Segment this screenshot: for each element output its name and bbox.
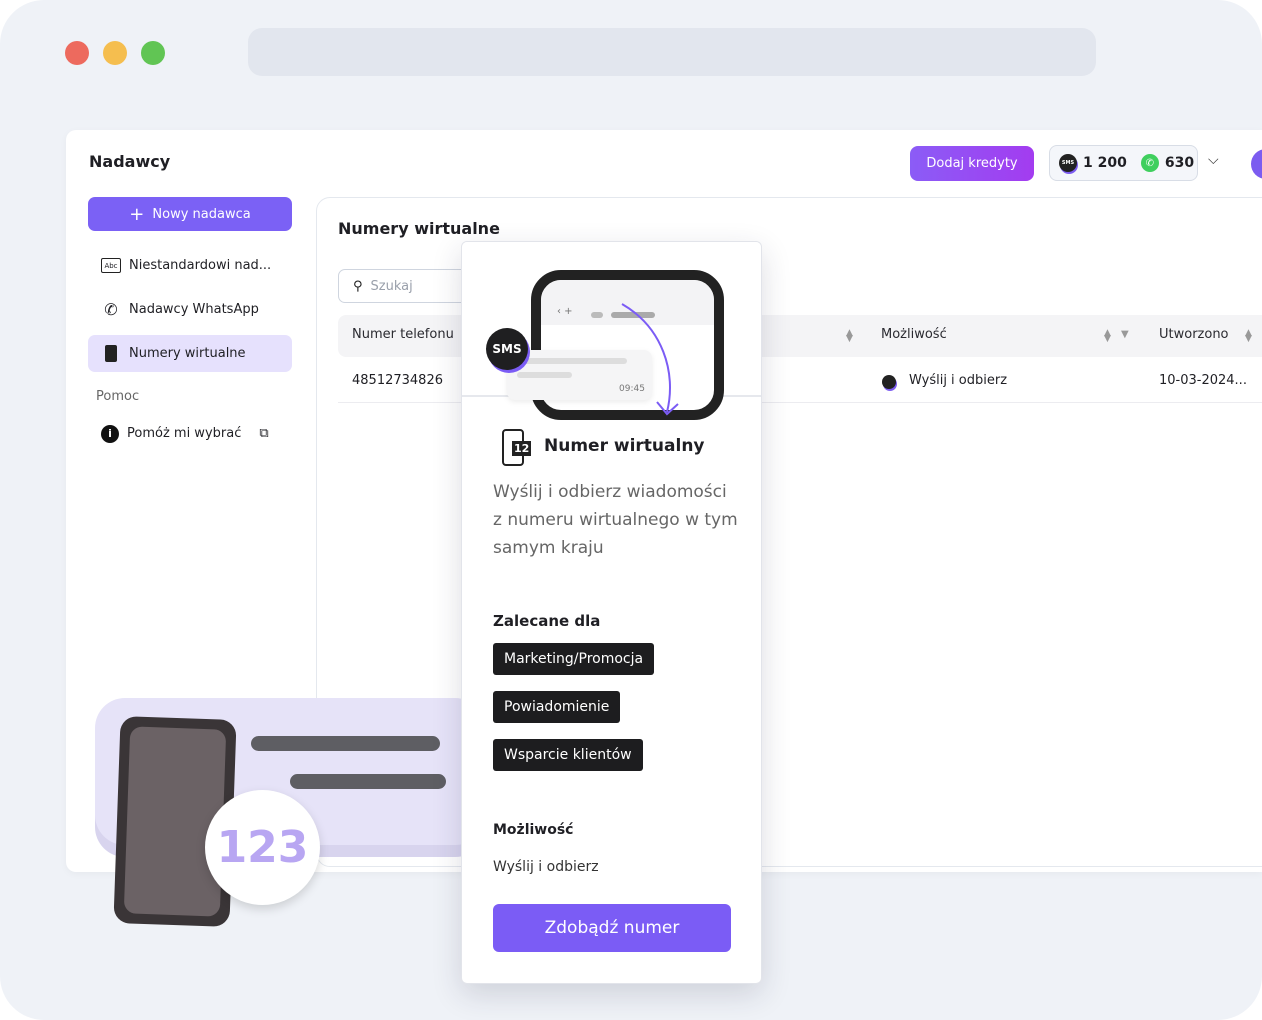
recommended-label: Zalecane dla [493, 612, 601, 630]
credits-balance[interactable]: SMS 1 200 ✆ 630 [1049, 145, 1198, 181]
sidebar-item-label: Niestandardowi nad... [129, 258, 272, 273]
help-item-label: Pomóż mi wybrać [127, 426, 242, 441]
close-window-dot[interactable] [65, 41, 89, 65]
phone-sms-illustration: ‹ + 09:45 SMS [462, 242, 761, 420]
cell-capability: Wyślij i odbierz [909, 373, 1008, 388]
cell-created: 10-03-2024... [1159, 373, 1247, 388]
avatar[interactable] [1251, 149, 1262, 179]
search-icon: ⚲ [353, 278, 363, 294]
arrow-icon [621, 303, 679, 416]
address-bar[interactable] [248, 28, 1096, 76]
search-input[interactable]: ⚲ Szukaj [338, 269, 478, 303]
search-placeholder: Szukaj [370, 278, 413, 294]
sms-credits: 1 200 [1083, 155, 1127, 171]
virtual-number-icon [101, 344, 121, 364]
sms-icon: SMS [1059, 154, 1077, 172]
capability-value: Wyślij i odbierz [493, 859, 599, 875]
capability-label: Możliwość [493, 822, 574, 838]
section-title: Numery wirtualne [338, 219, 500, 238]
column-created[interactable]: Utworzono [1159, 327, 1229, 342]
sidebar-item-virtual-numbers[interactable]: Numery wirtualne [88, 335, 292, 372]
message-time: 09:45 [619, 384, 645, 394]
info-icon: i [101, 424, 119, 443]
sidebar-item-whatsapp-senders[interactable]: ✆ Nadawcy WhatsApp [88, 291, 292, 328]
minimize-window-dot[interactable] [103, 41, 127, 65]
card-title: Numer wirtualny [544, 436, 705, 456]
help-me-choose-link[interactable]: i Pomóż mi wybrać ⧉ [88, 415, 292, 452]
sort-icon[interactable]: ▲ ▼ [1245, 328, 1252, 344]
column-phone[interactable]: Numer telefonu [352, 327, 454, 342]
maximize-window-dot[interactable] [141, 41, 165, 65]
sms-badge: SMS [486, 328, 528, 370]
plus-icon: + [129, 203, 145, 225]
whatsapp-icon: ✆ [1140, 154, 1159, 172]
column-capability[interactable]: Możliwość [881, 327, 947, 342]
sort-icon[interactable]: ▲ ▼ [846, 328, 853, 344]
whatsapp-credits: 630 [1164, 155, 1195, 171]
new-sender-label: Nowy nadawca [152, 206, 251, 222]
chevron-down-icon[interactable]: ⌵ [1208, 152, 1219, 168]
page-title: Nadawcy [89, 152, 171, 171]
card-description: Wyślij i odbierz wiadomości z numeru wir… [493, 482, 738, 558]
sidebar-item-label: Numery wirtualne [129, 346, 246, 361]
add-credits-button[interactable]: Dodaj kredyty [910, 146, 1034, 181]
abc-icon: Abc [101, 258, 121, 273]
virtual-number-info-card: ‹ + 09:45 SMS 12 Numer wirtualny Wyślij … [461, 241, 762, 984]
sidebar-item-custom-senders[interactable]: Abc Niestandardowi nad... [88, 247, 292, 284]
cell-phone: 48512734826 [352, 373, 443, 388]
get-number-button[interactable]: Zdobądź numer [493, 904, 731, 952]
number-badge-illustration: 123 [205, 790, 320, 905]
whatsapp-id-icon: ✆ [104, 300, 118, 319]
help-section-label: Pomoc [96, 389, 140, 404]
content-panel [316, 197, 1262, 867]
tag-support: Wsparcie klientów [493, 739, 643, 771]
tag-notification: Powiadomienie [493, 691, 621, 723]
filter-icon[interactable]: ▼ [1121, 329, 1129, 340]
sort-icon[interactable]: ▲ ▼ [1104, 328, 1111, 344]
tag-marketing: Marketing/Promocja [493, 643, 655, 675]
new-sender-button[interactable]: + Nowy nadawca [88, 197, 292, 231]
sidebar-item-label: Nadawcy WhatsApp [129, 302, 259, 317]
row-divider [338, 402, 1262, 403]
sms-icon [882, 375, 896, 389]
virtual-number-icon: 12 [502, 429, 532, 466]
external-link-icon: ⧉ [259, 426, 269, 441]
